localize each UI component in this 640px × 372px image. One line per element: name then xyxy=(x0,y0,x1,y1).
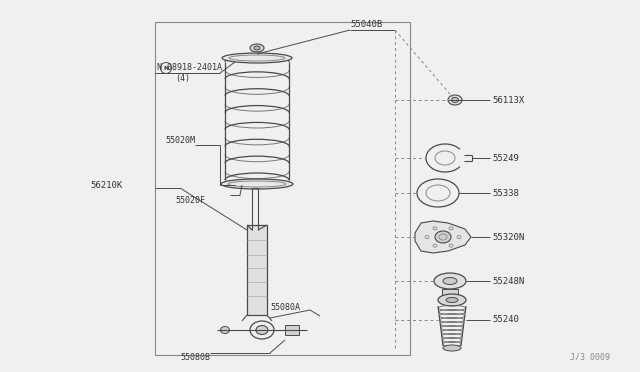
Text: 55338: 55338 xyxy=(492,189,519,198)
Ellipse shape xyxy=(221,327,230,334)
Ellipse shape xyxy=(256,326,268,334)
Bar xyxy=(247,225,267,315)
Ellipse shape xyxy=(446,298,458,302)
Text: 55080B: 55080B xyxy=(180,353,210,362)
Text: 55240: 55240 xyxy=(492,315,519,324)
Polygon shape xyxy=(415,221,471,253)
Text: 55080A: 55080A xyxy=(270,304,300,312)
Text: 55320N: 55320N xyxy=(492,232,524,241)
Text: 56210K: 56210K xyxy=(90,180,122,189)
Ellipse shape xyxy=(438,294,466,306)
Text: (4): (4) xyxy=(175,74,190,83)
Text: 56113X: 56113X xyxy=(492,96,524,105)
Bar xyxy=(442,289,458,299)
Text: N 08918-2401A: N 08918-2401A xyxy=(157,62,222,71)
Text: J/3 0009: J/3 0009 xyxy=(570,353,610,362)
Text: 55040B: 55040B xyxy=(350,19,382,29)
Ellipse shape xyxy=(443,278,457,285)
Ellipse shape xyxy=(434,273,466,289)
Ellipse shape xyxy=(435,231,451,243)
Text: N: N xyxy=(163,65,169,71)
Ellipse shape xyxy=(451,97,458,103)
Text: 55020F: 55020F xyxy=(175,196,205,205)
Text: 55020M: 55020M xyxy=(165,135,195,144)
Bar xyxy=(155,22,410,355)
Ellipse shape xyxy=(250,44,264,52)
Ellipse shape xyxy=(222,53,292,63)
Ellipse shape xyxy=(221,179,293,189)
Ellipse shape xyxy=(254,46,260,50)
Ellipse shape xyxy=(443,345,461,351)
Text: 55249: 55249 xyxy=(492,154,519,163)
Bar xyxy=(285,325,299,335)
Ellipse shape xyxy=(448,95,462,105)
Text: 55248N: 55248N xyxy=(492,276,524,285)
